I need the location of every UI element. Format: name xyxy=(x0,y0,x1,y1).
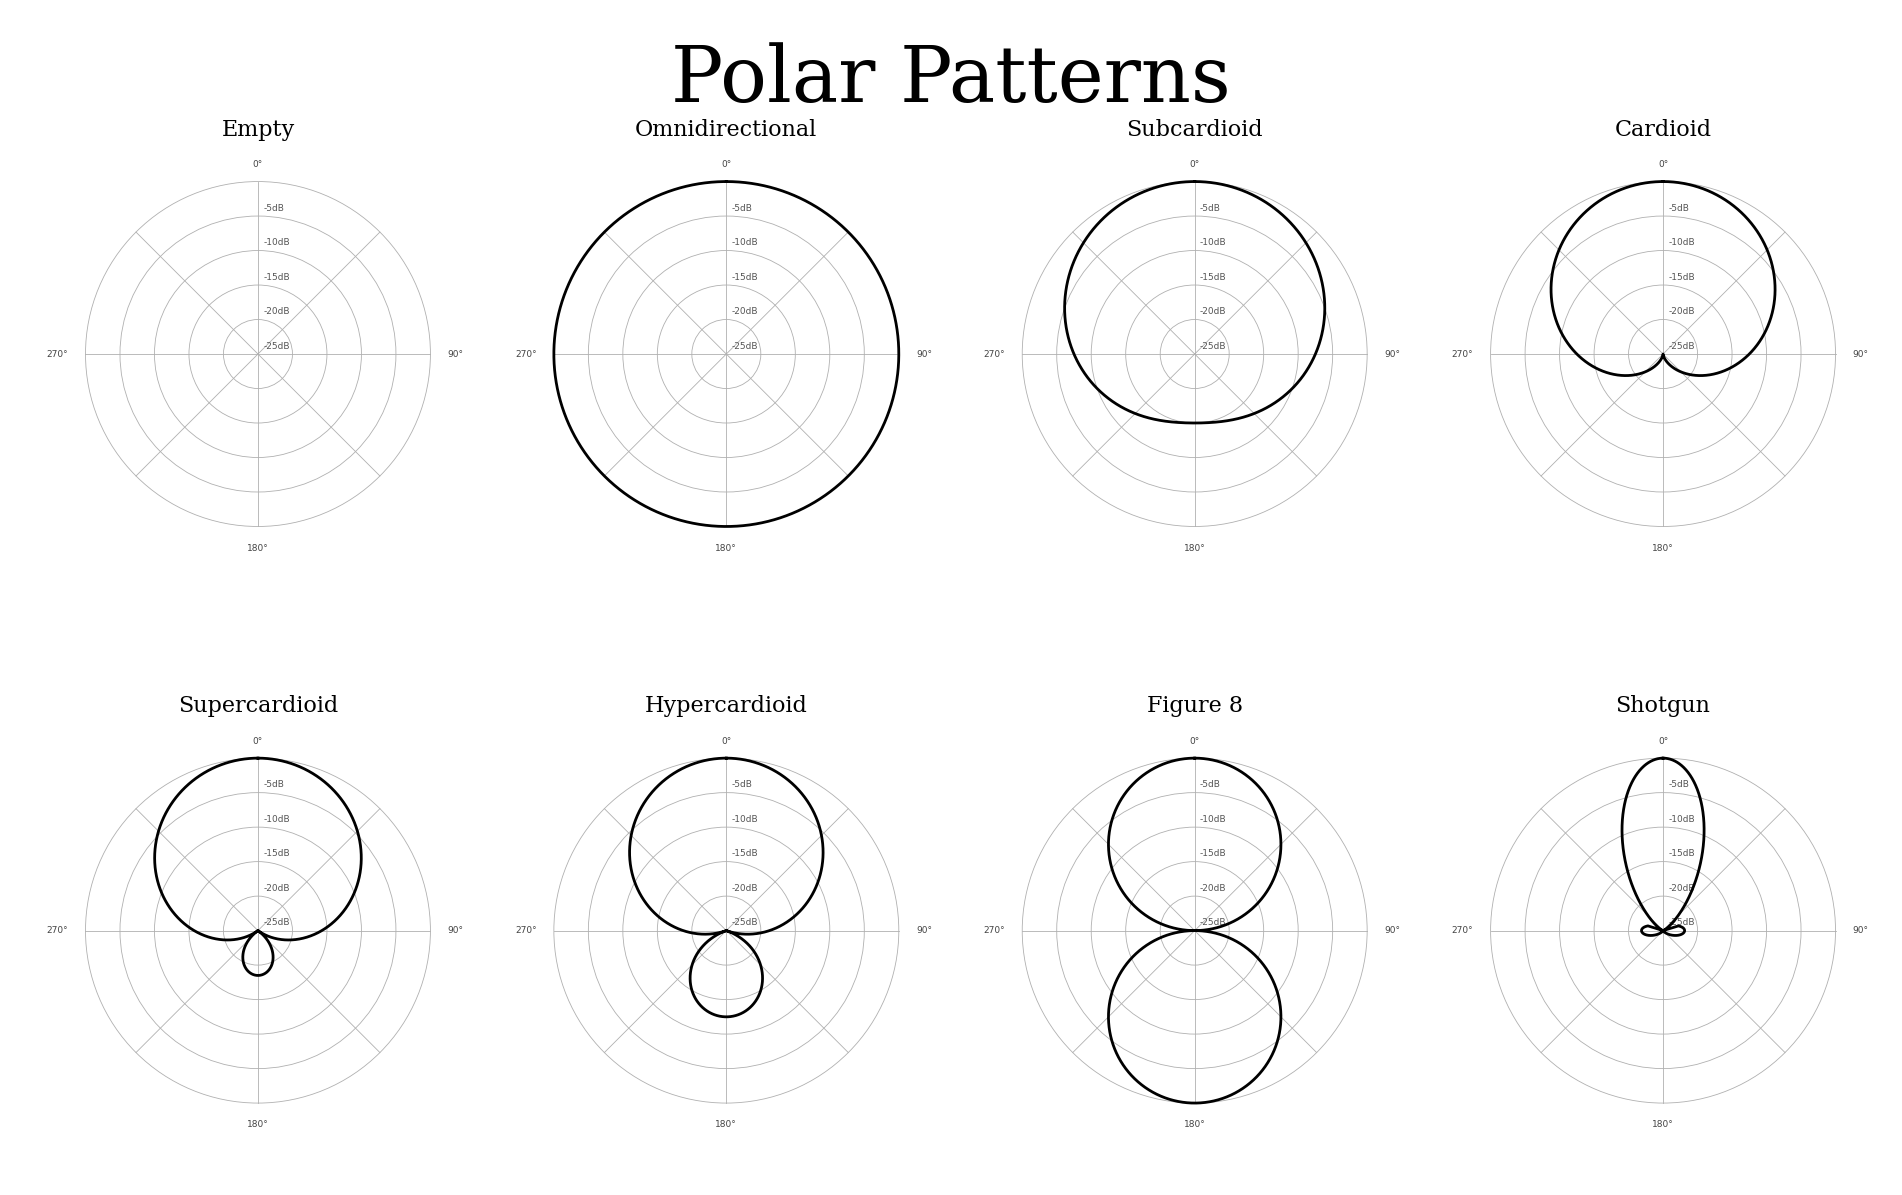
Text: -10dB: -10dB xyxy=(732,815,759,823)
Text: 270°: 270° xyxy=(48,926,68,936)
Text: -20dB: -20dB xyxy=(1200,883,1227,893)
Text: -10dB: -10dB xyxy=(262,238,289,247)
Text: -15dB: -15dB xyxy=(732,850,759,858)
Text: Figure 8: Figure 8 xyxy=(1147,695,1242,717)
Text: Polar Patterns: Polar Patterns xyxy=(671,42,1231,117)
Text: 0°: 0° xyxy=(253,737,262,746)
Text: 270°: 270° xyxy=(48,349,68,358)
Text: -10dB: -10dB xyxy=(732,238,759,247)
Text: 90°: 90° xyxy=(447,926,464,936)
Text: Shotgun: Shotgun xyxy=(1615,695,1710,717)
Text: 90°: 90° xyxy=(1853,349,1870,358)
Text: Empty: Empty xyxy=(221,118,295,141)
Text: -5dB: -5dB xyxy=(262,780,283,789)
Text: -20dB: -20dB xyxy=(732,307,759,315)
Text: -20dB: -20dB xyxy=(1668,307,1695,315)
Text: -25dB: -25dB xyxy=(262,918,289,927)
Text: -5dB: -5dB xyxy=(1200,780,1221,789)
Text: 180°: 180° xyxy=(715,1121,738,1129)
Text: -10dB: -10dB xyxy=(1200,815,1227,823)
Text: -5dB: -5dB xyxy=(262,203,283,213)
Text: 90°: 90° xyxy=(1385,926,1400,936)
Text: -5dB: -5dB xyxy=(732,203,753,213)
Text: 270°: 270° xyxy=(515,349,536,358)
Text: -25dB: -25dB xyxy=(732,342,759,350)
Text: -20dB: -20dB xyxy=(1668,883,1695,893)
Text: -20dB: -20dB xyxy=(262,883,289,893)
Text: 0°: 0° xyxy=(253,160,262,170)
Text: 270°: 270° xyxy=(1451,349,1474,358)
Text: -10dB: -10dB xyxy=(262,815,289,823)
Text: 180°: 180° xyxy=(247,1121,268,1129)
Text: 90°: 90° xyxy=(447,349,464,358)
Text: 180°: 180° xyxy=(1183,1121,1206,1129)
Text: -25dB: -25dB xyxy=(262,342,289,350)
Text: Supercardioid: Supercardioid xyxy=(177,695,339,717)
Text: 90°: 90° xyxy=(917,349,932,358)
Text: -10dB: -10dB xyxy=(1668,238,1695,247)
Text: 0°: 0° xyxy=(1189,737,1200,746)
Text: 270°: 270° xyxy=(1451,926,1474,936)
Text: -10dB: -10dB xyxy=(1668,815,1695,823)
Text: 90°: 90° xyxy=(1385,349,1400,358)
Text: 180°: 180° xyxy=(715,544,738,553)
Text: -5dB: -5dB xyxy=(1668,780,1689,789)
Text: 0°: 0° xyxy=(721,160,732,170)
Text: -25dB: -25dB xyxy=(1668,918,1695,927)
Text: -15dB: -15dB xyxy=(1200,272,1227,282)
Text: -20dB: -20dB xyxy=(262,307,289,315)
Text: Omnidirectional: Omnidirectional xyxy=(635,118,818,141)
Text: 0°: 0° xyxy=(721,737,732,746)
Text: 270°: 270° xyxy=(983,926,1004,936)
Text: 180°: 180° xyxy=(1653,544,1674,553)
Text: 180°: 180° xyxy=(247,544,268,553)
Text: 180°: 180° xyxy=(1183,544,1206,553)
Text: 270°: 270° xyxy=(515,926,536,936)
Text: -5dB: -5dB xyxy=(1200,203,1221,213)
Text: 0°: 0° xyxy=(1659,737,1668,746)
Text: -25dB: -25dB xyxy=(1668,342,1695,350)
Text: -10dB: -10dB xyxy=(1200,238,1227,247)
Text: 0°: 0° xyxy=(1189,160,1200,170)
Text: -15dB: -15dB xyxy=(1200,850,1227,858)
Text: -25dB: -25dB xyxy=(1200,342,1227,350)
Text: 0°: 0° xyxy=(1659,160,1668,170)
Text: -25dB: -25dB xyxy=(732,918,759,927)
Text: 270°: 270° xyxy=(983,349,1004,358)
Text: 90°: 90° xyxy=(1853,926,1870,936)
Text: -5dB: -5dB xyxy=(732,780,753,789)
Text: -25dB: -25dB xyxy=(1200,918,1227,927)
Text: -15dB: -15dB xyxy=(1668,850,1695,858)
Text: -20dB: -20dB xyxy=(732,883,759,893)
Text: 180°: 180° xyxy=(1653,1121,1674,1129)
Text: -15dB: -15dB xyxy=(262,272,289,282)
Text: -5dB: -5dB xyxy=(1668,203,1689,213)
Text: -20dB: -20dB xyxy=(1200,307,1227,315)
Text: Subcardioid: Subcardioid xyxy=(1126,118,1263,141)
Text: 90°: 90° xyxy=(917,926,932,936)
Text: -15dB: -15dB xyxy=(262,850,289,858)
Text: -15dB: -15dB xyxy=(732,272,759,282)
Text: -15dB: -15dB xyxy=(1668,272,1695,282)
Text: Hypercardioid: Hypercardioid xyxy=(645,695,808,717)
Text: Cardioid: Cardioid xyxy=(1615,118,1712,141)
